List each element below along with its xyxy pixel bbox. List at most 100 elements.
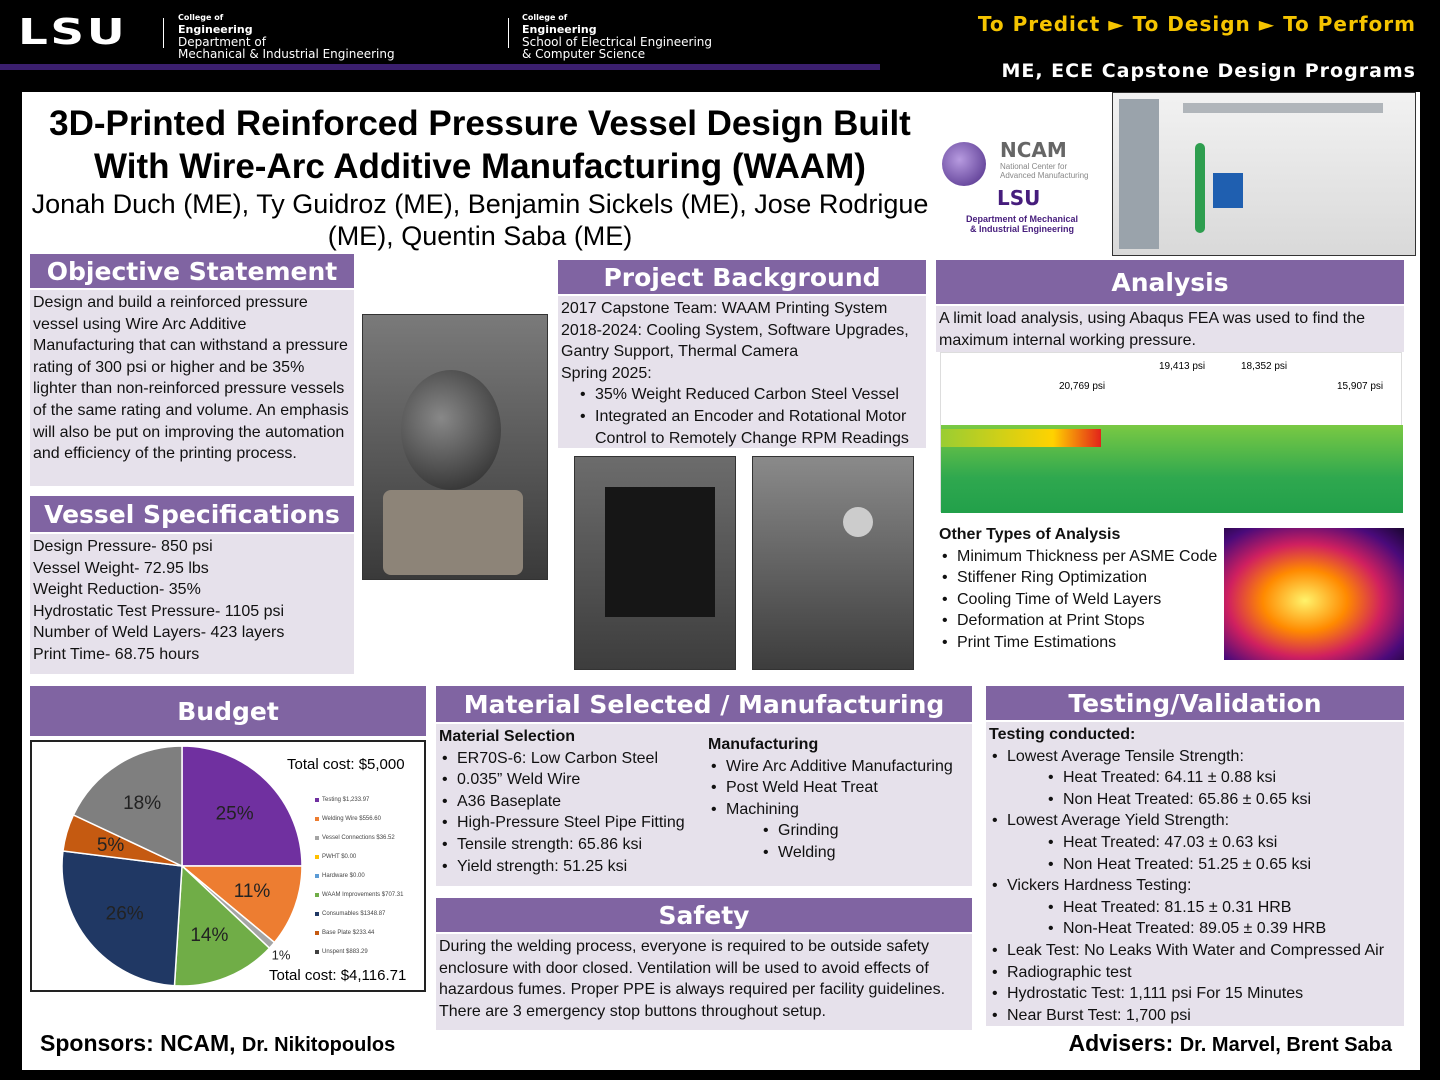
thermal-image bbox=[1224, 528, 1404, 660]
legend-swatch bbox=[315, 873, 319, 878]
material-item: A36 Baseplate bbox=[439, 791, 709, 813]
test-subitem: Non-Heat Treated: 89.05 ± 0.39 HRB bbox=[1045, 918, 1401, 940]
objective-heading: Objective Statement bbox=[30, 254, 354, 288]
specs-list: Design Pressure- 850 psi Vessel Weight- … bbox=[30, 534, 354, 674]
pie-slice bbox=[72, 745, 183, 868]
fea-label: 15,907 psi bbox=[1337, 381, 1384, 392]
pie-slice bbox=[173, 864, 271, 987]
legend-entry: PWHT $0.00 bbox=[315, 847, 403, 866]
engineering-label: Engineering bbox=[522, 23, 597, 36]
test-item: Leak Test: No Leaks With Water and Compr… bbox=[989, 940, 1401, 962]
legend-label: Unspent $883.29 bbox=[322, 948, 368, 955]
budget-chart: 25% 11% 1% 14% 26% 5% 18% Total cost: $5,000 T… bbox=[30, 740, 426, 992]
legend-entry: Hardware $0.00 bbox=[315, 866, 403, 885]
legend-swatch bbox=[315, 797, 319, 802]
material-item: Tensile strength: 65.86 ksi bbox=[439, 834, 709, 856]
ncam-sub: National Center for bbox=[1000, 162, 1068, 171]
test-item: Near Burst Test: 1,700 psi bbox=[989, 1005, 1401, 1027]
legend-swatch bbox=[315, 854, 319, 859]
legend-swatch bbox=[315, 835, 319, 840]
spec-item: Hydrostatic Test Pressure- 1105 psi bbox=[33, 602, 285, 620]
pie-slice-label: 18% bbox=[123, 793, 161, 814]
pie-slice bbox=[181, 745, 303, 867]
test-item: Lowest Average Yield Strength: bbox=[989, 810, 1401, 832]
controller-board bbox=[605, 487, 715, 617]
budget-heading: Budget bbox=[30, 686, 426, 736]
spec-item: Weight Reduction- 35% bbox=[33, 581, 201, 599]
fea-label: 18,352 psi bbox=[1241, 361, 1288, 372]
advisers-label: Advisers: bbox=[1068, 1030, 1174, 1056]
background-line: 2018-2024: Cooling System, Software Upgr… bbox=[561, 321, 909, 361]
ncam-name: NCAM bbox=[1000, 138, 1067, 162]
legend-label: Base Plate $233.44 bbox=[322, 929, 375, 936]
total-actual: Total cost: $4,116.71 bbox=[269, 967, 407, 984]
legend-entry: Welding Wire $556.60 bbox=[315, 809, 403, 828]
divider bbox=[163, 18, 164, 48]
legend-label: WAAM Improvements $707.31 bbox=[322, 891, 404, 898]
dept-label: School of Electrical Engineering bbox=[522, 35, 713, 49]
vessel bbox=[401, 370, 501, 490]
legend-entry: Consumables $1348.87 bbox=[315, 904, 403, 923]
test-item: Radiographic test bbox=[989, 962, 1401, 984]
college-label: College of bbox=[522, 13, 568, 22]
program-title: ME, ECE Capstone Design Programs bbox=[1001, 60, 1416, 82]
baseplate bbox=[383, 490, 523, 575]
cabinet bbox=[1119, 99, 1159, 249]
objective-text: Design and build a reinforced pressure v… bbox=[30, 290, 354, 486]
test-subitem: Non Heat Treated: 51.25 ± 0.65 ksi bbox=[1045, 854, 1401, 876]
fea-label: 20,769 psi bbox=[1059, 381, 1106, 392]
legend-entry: Base Plate $233.44 bbox=[315, 923, 403, 942]
testing-subheading: Testing conducted: bbox=[989, 726, 1136, 743]
legend-swatch bbox=[315, 930, 319, 935]
test-subitem: Heat Treated: 47.03 ± 0.63 ksi bbox=[1045, 832, 1401, 854]
analysis-item: Cooling Time of Weld Layers bbox=[939, 589, 1219, 611]
safety-heading: Safety bbox=[436, 898, 972, 932]
spec-item: Vessel Weight- 72.95 lbs bbox=[33, 559, 209, 577]
pie-slice-label: 25% bbox=[216, 803, 254, 824]
college-ece: College of Engineering School of Electri… bbox=[522, 12, 712, 60]
manufacturing-subitem: Welding bbox=[760, 842, 970, 864]
testing-body: Testing conducted: Lowest Average Tensil… bbox=[986, 722, 1404, 1026]
other-analysis-heading: Other Types of Analysis bbox=[939, 526, 1121, 543]
analysis-item: Minimum Thickness per ASME Code bbox=[939, 546, 1219, 568]
legend-label: Hardware $0.00 bbox=[322, 872, 365, 879]
manufacturing-item: Wire Arc Additive Manufacturing bbox=[708, 756, 970, 778]
analysis-item: Print Time Estimations bbox=[939, 632, 1219, 654]
spec-item: Number of Weld Layers- 423 layers bbox=[33, 624, 285, 642]
pie-chart: 25% 11% 1% 14% 26% 5% 18% bbox=[61, 745, 303, 987]
dept-label: & Computer Science bbox=[522, 47, 646, 61]
sponsors-label: Sponsors: NCAM, bbox=[40, 1030, 236, 1056]
manufacturing-subheading: Manufacturing bbox=[708, 736, 819, 753]
specs-heading: Vessel Specifications bbox=[30, 496, 354, 532]
material-heading: Material Selected / Manufacturing bbox=[436, 686, 972, 722]
legend-swatch bbox=[315, 816, 319, 821]
test-item: Hydrostatic Test: 1,111 psi For 15 Minut… bbox=[989, 983, 1401, 1005]
analysis-heading: Analysis bbox=[936, 260, 1404, 304]
legend-entry: Unspent $883.29 bbox=[315, 942, 403, 961]
material-item: Yield strength: 51.25 ksi bbox=[439, 856, 709, 878]
legend-swatch bbox=[315, 949, 319, 954]
material-item: 0.035” Weld Wire bbox=[439, 769, 709, 791]
sponsors: Sponsors: NCAM, Dr. Nikitopoulos bbox=[40, 1030, 395, 1057]
pie-slice-label: 1% bbox=[272, 947, 291, 962]
total-planned: Total cost: $5,000 bbox=[287, 756, 405, 773]
lsu-logo: LSU bbox=[18, 12, 128, 53]
legend-swatch bbox=[315, 911, 319, 916]
analysis-item: Deformation at Print Stops bbox=[939, 610, 1219, 632]
manufacturing-subitem: Grinding bbox=[760, 820, 970, 842]
pie-slice bbox=[179, 865, 303, 944]
background-line: Spring 2025: bbox=[561, 364, 652, 382]
material-item: ER70S-6: Low Carbon Steel bbox=[439, 748, 709, 770]
gantry bbox=[1183, 103, 1383, 113]
pie-slice-label: 11% bbox=[234, 881, 271, 902]
legend-entry: Vessel Connections $36.52 bbox=[315, 828, 403, 847]
dept-label: Department of Mechanical bbox=[965, 214, 1079, 224]
legend-entry: Testing $1,233.97 bbox=[315, 790, 403, 809]
dept-label: & Industrial Engineering bbox=[969, 224, 1074, 234]
advisers-names: Dr. Marvel, Brent Saba bbox=[1179, 1034, 1392, 1056]
fea-label: 19,413 psi bbox=[1159, 361, 1206, 372]
motor-controller-photo bbox=[574, 456, 736, 670]
college-label: College of bbox=[178, 13, 224, 22]
poster-title: With Wire-Arc Additive Manufacturing (WA… bbox=[94, 147, 866, 186]
legend-label: Consumables $1348.87 bbox=[322, 910, 386, 917]
